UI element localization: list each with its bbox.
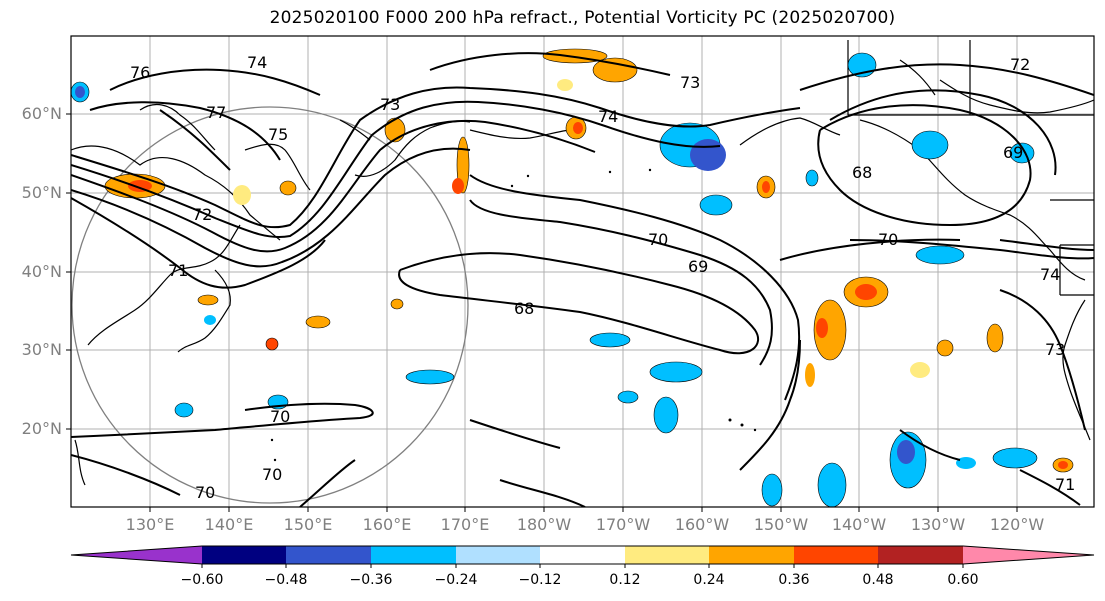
colorbar-tick-label: 0.24 <box>693 572 725 588</box>
contour-label: 70 <box>195 483 215 502</box>
colorbar-bin <box>202 546 286 564</box>
lon-label: 120°W <box>989 515 1045 534</box>
contours <box>71 52 1094 507</box>
lon-label: 160°E <box>362 515 412 534</box>
colorbar-tick-label: −0.48 <box>264 572 308 588</box>
colorbar-bin <box>878 546 963 564</box>
contour-label: 75 <box>268 125 288 144</box>
lon-label: 130°E <box>125 515 175 534</box>
colorbar-bin <box>371 546 456 564</box>
contour-label: 71 <box>168 261 188 280</box>
contour-label: 70 <box>262 465 282 484</box>
colorbar-tick-label: 0.36 <box>778 572 810 588</box>
colorbar-tick-label: 0.12 <box>609 572 641 588</box>
contour-label: 72 <box>192 205 212 224</box>
colorbar-tick-label: −0.12 <box>518 572 562 588</box>
contour-label: 74 <box>1040 265 1060 284</box>
colorbar-bin <box>963 546 1094 564</box>
contour-label: 74 <box>247 53 267 72</box>
lon-label: 180°W <box>516 515 572 534</box>
contour-label: 74 <box>598 107 618 126</box>
contour-label: 70 <box>878 230 898 249</box>
lon-label: 170°E <box>440 515 490 534</box>
colorbar-tick-label: 0.60 <box>947 572 979 588</box>
contour-label: 71 <box>1055 475 1075 494</box>
tick-marks <box>66 113 1018 512</box>
contour-label: 73 <box>680 73 700 92</box>
lat-label: 50°N <box>21 183 62 202</box>
pv-patches <box>71 48 1074 507</box>
lat-label: 30°N <box>21 340 62 359</box>
range-circle <box>71 106 469 504</box>
lon-label: 150°W <box>753 515 809 534</box>
colorbar-bin <box>794 546 878 564</box>
colorbar-tick-label: −0.36 <box>349 572 393 588</box>
contour-label: 70 <box>648 230 668 249</box>
colorbar-bin <box>625 546 709 564</box>
colorbar-tick-label: −0.24 <box>434 572 478 588</box>
lat-label: 40°N <box>21 262 62 281</box>
colorbar-bin <box>709 546 794 564</box>
colorbar-tick-label: −0.60 <box>180 572 224 588</box>
contour-label: 68 <box>514 299 534 318</box>
lat-label: 60°N <box>21 104 62 123</box>
lon-label: 150°E <box>283 515 333 534</box>
colorbar <box>70 545 1095 568</box>
contour-label: 69 <box>688 257 708 276</box>
contour-labels: 76 74 73 77 75 72 71 73 74 72 69 68 70 6… <box>130 53 1075 502</box>
contour-label: 76 <box>130 63 150 82</box>
contour-label: 77 <box>206 103 226 122</box>
contour-label: 70 <box>270 407 290 426</box>
colorbar-bin <box>71 546 202 564</box>
lon-label: 170°W <box>595 515 651 534</box>
colorbar-tick-label: 0.48 <box>862 572 894 588</box>
map-title: 2025020100 F000 200 hPa refract., Potent… <box>269 8 896 28</box>
colorbar-bin <box>540 546 625 564</box>
contour-label: 68 <box>852 163 872 182</box>
contour-label: 72 <box>1010 55 1030 74</box>
contour-label: 73 <box>380 95 400 114</box>
colorbar-bin <box>456 546 540 564</box>
contour-label: 73 <box>1045 340 1065 359</box>
colorbar-bin <box>286 546 371 564</box>
lat-label: 20°N <box>21 419 62 438</box>
lon-label: 140°W <box>831 515 887 534</box>
lon-label: 160°W <box>674 515 730 534</box>
contour-label: 69 <box>1003 143 1023 162</box>
lon-label: 130°W <box>910 515 966 534</box>
lon-label: 140°E <box>204 515 254 534</box>
